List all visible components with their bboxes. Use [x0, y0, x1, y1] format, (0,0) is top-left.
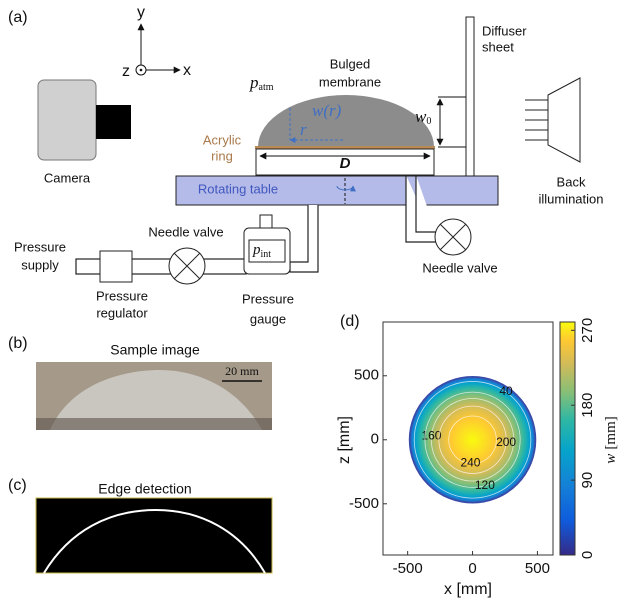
label: supply	[21, 257, 59, 272]
colorbar-tick-label: 270	[579, 318, 596, 343]
colorbar-tick-label: 90	[579, 472, 596, 489]
panel-label: (a)	[8, 9, 28, 26]
label: membrane	[319, 74, 381, 89]
label: [mm]	[603, 416, 619, 449]
panel-label: (c)	[8, 477, 27, 494]
label: Pressure	[242, 291, 294, 306]
regulator	[100, 251, 132, 282]
label: sheet	[482, 39, 514, 54]
label: Acrylic	[203, 132, 242, 147]
membrane	[258, 95, 434, 147]
colorbar-tick-label: 180	[579, 393, 596, 418]
label: patm	[249, 73, 274, 93]
axis-label: x	[183, 62, 191, 79]
axis-label: z	[122, 63, 130, 80]
label: Needle valve	[148, 224, 223, 239]
label: r	[300, 120, 307, 139]
x-tick-label: 0	[468, 560, 476, 577]
axis-z-dot	[140, 69, 143, 72]
label: Pressure	[96, 288, 148, 303]
label: w	[415, 107, 427, 126]
panel-label: (d)	[340, 313, 360, 330]
camera-lens	[96, 105, 131, 139]
label: atm	[259, 82, 274, 93]
panel-b: (b) Sample image 20 mm	[8, 335, 272, 430]
label: Bulged	[330, 56, 370, 71]
camera-body	[38, 80, 96, 160]
y-tick-label: 500	[354, 367, 379, 384]
light-rays	[525, 100, 548, 140]
label: Pressure	[14, 239, 66, 254]
x-tick-label: 500	[525, 560, 550, 577]
panel-title: Edge detection	[98, 481, 191, 497]
sample-base	[36, 418, 272, 430]
y-axis-label: z [mm]	[336, 416, 353, 464]
y-tick-label: 0	[371, 431, 379, 448]
label: p	[249, 73, 259, 92]
label: ring	[211, 148, 233, 163]
label: w	[603, 454, 619, 464]
panel-title: Sample image	[110, 342, 200, 358]
colorbar-label: w [mm]	[603, 416, 620, 464]
label: regulator	[96, 305, 148, 320]
label: 0	[426, 116, 431, 127]
label: w0	[415, 107, 431, 127]
contour-label: 40	[499, 384, 513, 398]
x-tick-label: -500	[393, 560, 423, 577]
scale-bar-label: 20 mm	[225, 364, 259, 378]
panel-a: (a) y x z Camera patm Bulged membrane Ac…	[8, 4, 604, 326]
label: D	[340, 155, 351, 172]
pipe	[290, 205, 318, 272]
label: Needle valve	[422, 260, 497, 275]
label: int	[261, 249, 272, 260]
panel-label: (b)	[8, 335, 28, 352]
figure: (a) y x z Camera patm Bulged membrane Ac…	[0, 0, 630, 604]
label: gauge	[250, 311, 286, 326]
label: Rotating table	[198, 181, 278, 196]
gauge-top	[260, 215, 272, 228]
label: Camera	[44, 170, 91, 185]
contour-label: 240	[460, 456, 480, 470]
colorbar-tick-label: 0	[579, 551, 596, 559]
y-tick-label: -500	[349, 495, 379, 512]
light	[548, 78, 580, 162]
panel-c: (c) Edge detection	[8, 477, 272, 573]
label: Diffuser	[482, 23, 527, 38]
label: Back	[557, 174, 586, 189]
label: illumination	[538, 191, 603, 206]
x-axis-label: x [mm]	[444, 581, 492, 598]
diffuser	[466, 17, 474, 177]
axis-label: y	[137, 4, 145, 21]
contour-label: 120	[475, 478, 495, 492]
colorbar	[560, 322, 575, 555]
label: w(r)	[312, 101, 342, 120]
contour-label: 200	[496, 435, 516, 449]
